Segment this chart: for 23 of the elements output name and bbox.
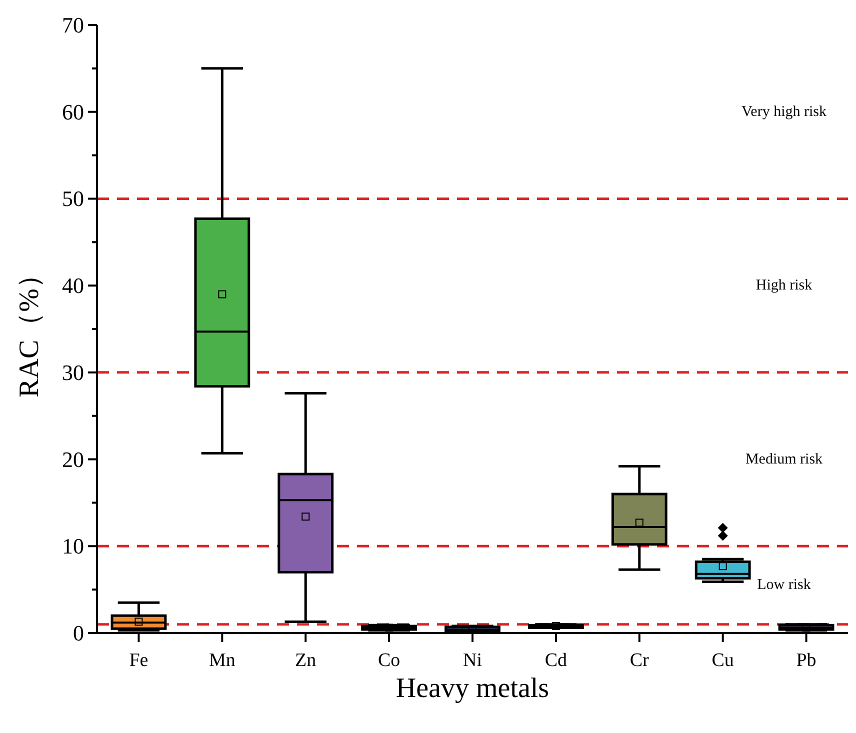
y-tick-label: 40 — [62, 273, 84, 298]
y-axis-title: RAC（%） — [14, 260, 45, 398]
annotation: Low risk — [757, 577, 812, 594]
y-tick-label: 60 — [62, 99, 84, 124]
y-tick-label: 10 — [62, 534, 84, 559]
x-tick-label: Fe — [129, 650, 148, 671]
x-tick-label: Co — [378, 650, 400, 671]
x-tick-label: Cu — [712, 650, 734, 671]
annotation: High risk — [756, 278, 813, 294]
x-axis-title: Heavy metals — [396, 673, 550, 704]
x-tick-label: Cd — [544, 650, 568, 671]
y-tick-label: 50 — [62, 186, 84, 212]
annotation: Medium risk — [745, 451, 824, 468]
x-tick-label: Pb — [796, 650, 816, 671]
y-tick-label: 20 — [62, 446, 84, 472]
annotation: Very high risk — [742, 104, 827, 120]
y-tick-label: 70 — [62, 12, 84, 38]
y-tick-label: 0 — [73, 620, 84, 646]
x-tick-label: Zn — [295, 650, 317, 671]
y-tick-label: 30 — [62, 360, 84, 385]
x-tick-label: Cr — [630, 650, 650, 671]
x-tick-label: Mn — [208, 650, 236, 671]
x-tick-label: Ni — [463, 650, 482, 671]
